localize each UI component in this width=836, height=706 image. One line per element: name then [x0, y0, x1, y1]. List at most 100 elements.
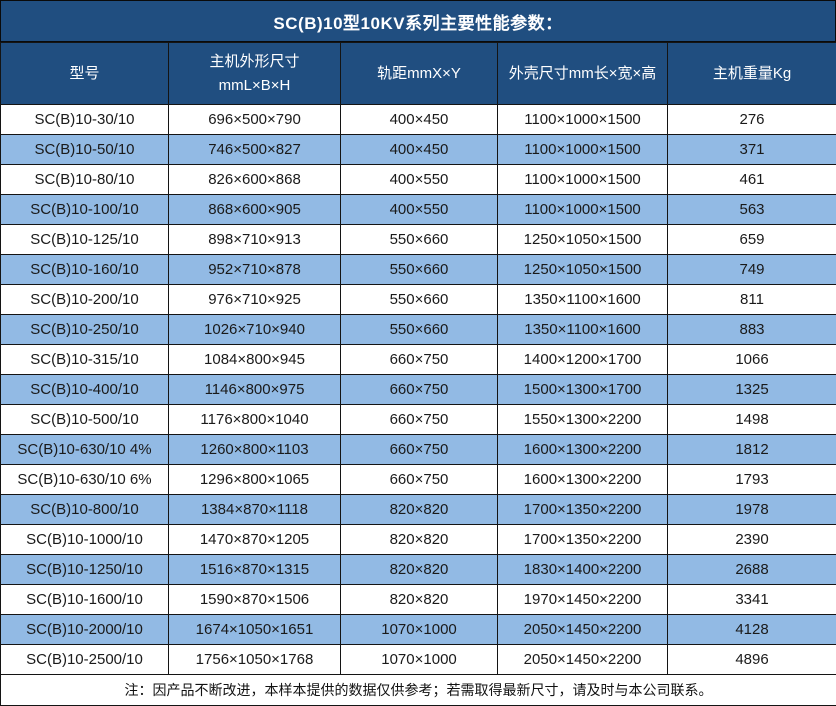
table-cell: SC(B)10-630/10 6% — [1, 465, 169, 495]
table-cell: 660×750 — [341, 345, 498, 375]
table-cell: 1470×870×1205 — [169, 525, 341, 555]
table-cell: SC(B)10-200/10 — [1, 285, 169, 315]
column-header-rail-gauge: 轨距mmX×Y — [341, 43, 498, 105]
table-cell: 400×550 — [341, 165, 498, 195]
table-cell: SC(B)10-50/10 — [1, 135, 169, 165]
table-cell: SC(B)10-800/10 — [1, 495, 169, 525]
table-cell: 4896 — [668, 645, 836, 675]
table-cell: 4128 — [668, 615, 836, 645]
table-cell: 1590×870×1506 — [169, 585, 341, 615]
table-cell: 1812 — [668, 435, 836, 465]
column-header-dimensions: 主机外形尺寸 mmL×B×H — [169, 43, 341, 105]
table-cell: 563 — [668, 195, 836, 225]
table-cell: 1500×1300×1700 — [498, 375, 668, 405]
table-cell: 1100×1000×1500 — [498, 165, 668, 195]
table-cell: SC(B)10-1250/10 — [1, 555, 169, 585]
table-cell: 1100×1000×1500 — [498, 135, 668, 165]
table-cell: 2390 — [668, 525, 836, 555]
table-cell: 1176×800×1040 — [169, 405, 341, 435]
table-cell: 1700×1350×2200 — [498, 525, 668, 555]
table-cell: 1325 — [668, 375, 836, 405]
table-cell: SC(B)10-160/10 — [1, 255, 169, 285]
table-cell: 1700×1350×2200 — [498, 495, 668, 525]
table-cell: 898×710×913 — [169, 225, 341, 255]
table-cell: 1260×800×1103 — [169, 435, 341, 465]
table-cell: 1793 — [668, 465, 836, 495]
table-cell: 400×550 — [341, 195, 498, 225]
table-cell: SC(B)10-1600/10 — [1, 585, 169, 615]
table-cell: 550×660 — [341, 225, 498, 255]
footer-note: 注：因产品不断改进，本样本提供的数据仅供参考；若需取得最新尺寸，请及时与本公司联… — [1, 675, 836, 706]
table-footer: 注：因产品不断改进，本样本提供的数据仅供参考；若需取得最新尺寸，请及时与本公司联… — [1, 675, 836, 706]
table-cell: SC(B)10-250/10 — [1, 315, 169, 345]
table-cell: 952×710×878 — [169, 255, 341, 285]
table-cell: 660×750 — [341, 405, 498, 435]
table-cell: 400×450 — [341, 135, 498, 165]
table-cell: SC(B)10-30/10 — [1, 105, 169, 135]
table-cell: 1970×1450×2200 — [498, 585, 668, 615]
table-cell: 976×710×925 — [169, 285, 341, 315]
table-cell: 1250×1050×1500 — [498, 255, 668, 285]
column-header-shell-size: 外壳尺寸mm长×宽×高 — [498, 43, 668, 105]
table-cell: 1498 — [668, 405, 836, 435]
table-cell: 550×660 — [341, 315, 498, 345]
table-cell: 811 — [668, 285, 836, 315]
table-cell: SC(B)10-500/10 — [1, 405, 169, 435]
table-cell: 1146×800×975 — [169, 375, 341, 405]
table-cell: 746×500×827 — [169, 135, 341, 165]
table-cell: 659 — [668, 225, 836, 255]
table-cell: 1296×800×1065 — [169, 465, 341, 495]
table-cell: 1550×1300×2200 — [498, 405, 668, 435]
table-cell: 1350×1100×1600 — [498, 285, 668, 315]
table-cell: 2050×1450×2200 — [498, 615, 668, 645]
column-header-dimensions-line1: 主机外形尺寸 — [170, 50, 339, 73]
table-cell: 1400×1200×1700 — [498, 345, 668, 375]
column-header-model: 型号 — [1, 43, 169, 105]
table-cell: 1350×1100×1600 — [498, 315, 668, 345]
table-cell: 550×660 — [341, 285, 498, 315]
table-cell: 1084×800×945 — [169, 345, 341, 375]
table-cell: 371 — [668, 135, 836, 165]
table-cell: 1250×1050×1500 — [498, 225, 668, 255]
table-cell: 1070×1000 — [341, 615, 498, 645]
table-cell: SC(B)10-1000/10 — [1, 525, 169, 555]
table-cell: 1384×870×1118 — [169, 495, 341, 525]
table-cell: 820×820 — [341, 555, 498, 585]
table-cell: 1070×1000 — [341, 645, 498, 675]
table-cell: 3341 — [668, 585, 836, 615]
table-cell: 400×450 — [341, 105, 498, 135]
table-cell: 660×750 — [341, 465, 498, 495]
table-cell: 1756×1050×1768 — [169, 645, 341, 675]
table-cell: 1600×1300×2200 — [498, 465, 668, 495]
table-cell: 820×820 — [341, 495, 498, 525]
table-cell: 826×600×868 — [169, 165, 341, 195]
table-cell: 1674×1050×1651 — [169, 615, 341, 645]
table-cell: 1600×1300×2200 — [498, 435, 668, 465]
table-cell: 1100×1000×1500 — [498, 195, 668, 225]
spec-table: 型号 主机外形尺寸 mmL×B×H 轨距mmX×Y 外壳尺寸mm长×宽×高 主机… — [0, 42, 836, 706]
column-header-weight: 主机重量Kg — [668, 43, 836, 105]
table-cell: SC(B)10-2000/10 — [1, 615, 169, 645]
table-cell: 1830×1400×2200 — [498, 555, 668, 585]
table-cell: 868×600×905 — [169, 195, 341, 225]
table-cell: SC(B)10-2500/10 — [1, 645, 169, 675]
